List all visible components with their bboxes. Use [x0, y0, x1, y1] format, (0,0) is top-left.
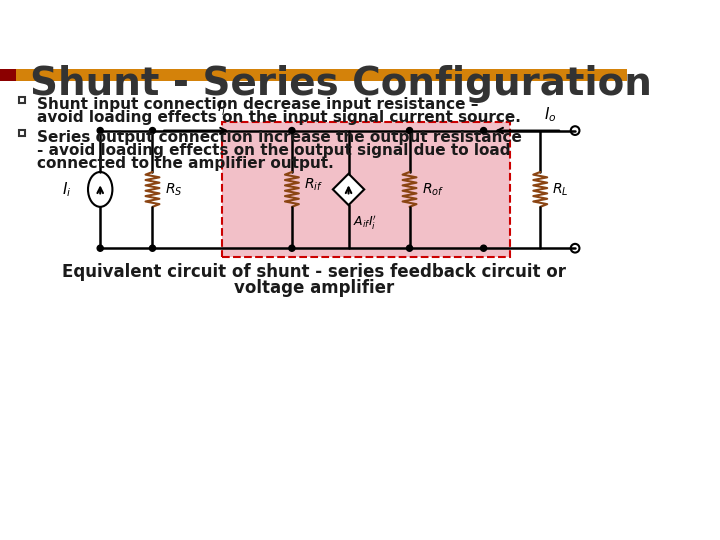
Circle shape [97, 245, 103, 251]
Circle shape [150, 245, 156, 251]
FancyBboxPatch shape [222, 122, 510, 257]
Text: voltage amplifier: voltage amplifier [233, 279, 394, 296]
Text: $R_L$: $R_L$ [552, 181, 569, 198]
Text: $I_i$: $I_i$ [63, 180, 72, 199]
Ellipse shape [88, 172, 112, 207]
Text: $I_i'$: $I_i'$ [217, 99, 227, 118]
FancyBboxPatch shape [0, 69, 16, 81]
Circle shape [480, 127, 487, 133]
Circle shape [289, 245, 295, 251]
Circle shape [571, 244, 580, 253]
Text: $I_o$: $I_o$ [544, 105, 557, 124]
Circle shape [289, 127, 295, 133]
Text: $R_S$: $R_S$ [165, 181, 182, 198]
FancyBboxPatch shape [0, 69, 627, 81]
Text: - avoid loading effects on the output signal due to load: - avoid loading effects on the output si… [37, 143, 510, 158]
Polygon shape [333, 174, 364, 205]
Circle shape [571, 126, 580, 135]
Text: $R_{if}$: $R_{if}$ [304, 177, 323, 193]
Text: connected to the amplifier output.: connected to the amplifier output. [37, 156, 333, 171]
Text: Shunt input connection decrease input resistance –: Shunt input connection decrease input re… [37, 97, 478, 112]
Circle shape [407, 245, 413, 251]
Text: Equivalent circuit of shunt - series feedback circuit or: Equivalent circuit of shunt - series fee… [62, 263, 566, 281]
Text: Series output connection increase the output resistance: Series output connection increase the ou… [37, 130, 521, 145]
Circle shape [150, 127, 156, 133]
Text: avoid loading effects on the input signal current source.: avoid loading effects on the input signa… [37, 110, 521, 125]
Circle shape [407, 127, 413, 133]
Text: Shunt - Series Configuration: Shunt - Series Configuration [30, 65, 652, 103]
Circle shape [480, 245, 487, 251]
Text: $A_{if}I_i'$: $A_{if}I_i'$ [353, 214, 377, 232]
Text: $R_{of}$: $R_{of}$ [422, 181, 444, 198]
Circle shape [97, 127, 103, 133]
